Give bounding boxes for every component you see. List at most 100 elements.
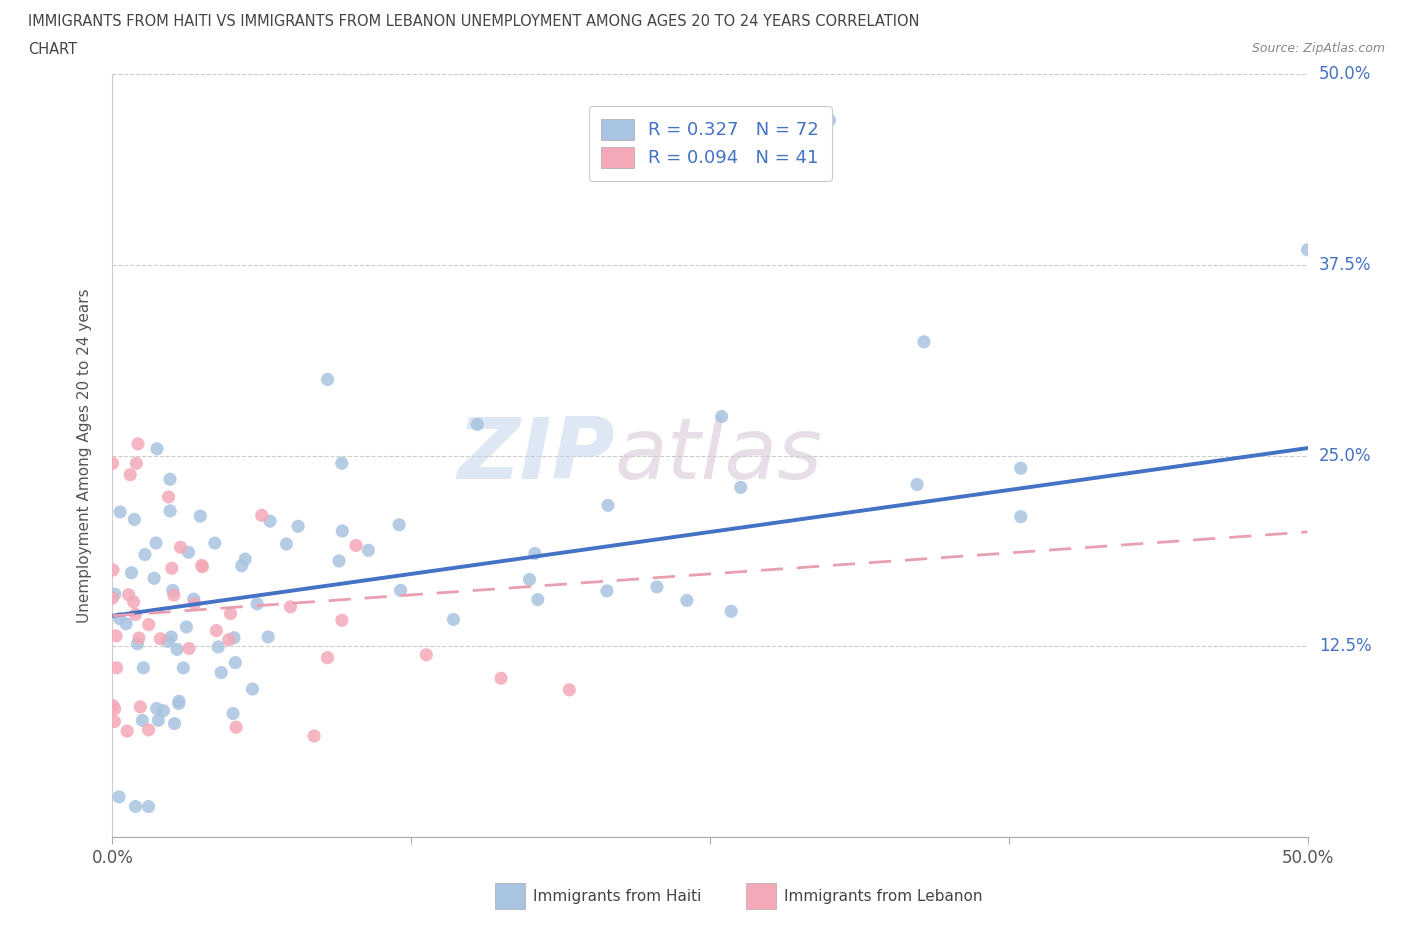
Point	[443, 612, 465, 627]
Point	[1010, 510, 1032, 525]
Point	[388, 517, 411, 532]
Point	[132, 660, 155, 675]
Point	[316, 372, 339, 387]
Point	[1296, 243, 1319, 258]
Point	[330, 456, 353, 471]
Point	[467, 417, 489, 432]
Point	[129, 699, 152, 714]
Point	[676, 593, 699, 608]
Point	[115, 617, 138, 631]
Point	[596, 498, 619, 512]
Point	[149, 631, 172, 646]
Point	[101, 591, 124, 605]
Legend: R = 0.327   N = 72, R = 0.094   N = 41: R = 0.327 N = 72, R = 0.094 N = 41	[589, 106, 831, 180]
Point	[720, 604, 742, 618]
Point	[143, 571, 166, 586]
Point	[818, 113, 841, 127]
Text: Source: ZipAtlas.com: Source: ZipAtlas.com	[1251, 42, 1385, 55]
Point	[222, 631, 245, 645]
Point	[302, 728, 325, 743]
Point	[120, 467, 142, 482]
Point	[526, 592, 548, 607]
Point	[188, 509, 211, 524]
Point	[489, 671, 512, 685]
Point	[415, 647, 437, 662]
Point	[523, 546, 546, 561]
Point	[209, 665, 232, 680]
Point	[710, 409, 733, 424]
Point	[1010, 460, 1032, 475]
Point	[157, 489, 180, 504]
Point	[224, 656, 246, 671]
Point	[105, 660, 128, 675]
Point	[259, 513, 281, 528]
Point	[912, 335, 935, 350]
Point	[152, 703, 174, 718]
Point	[183, 591, 205, 606]
Point	[169, 539, 191, 554]
Point	[204, 536, 226, 551]
Point	[131, 713, 153, 728]
Point	[108, 790, 131, 804]
Point	[596, 583, 619, 598]
Point	[138, 723, 160, 737]
Point	[328, 553, 350, 568]
Point	[191, 559, 214, 574]
Point	[176, 619, 198, 634]
Point	[128, 631, 150, 645]
FancyBboxPatch shape	[747, 883, 776, 910]
Text: ZIP: ZIP	[457, 414, 614, 498]
Text: 50.0%: 50.0%	[1319, 65, 1371, 84]
Point	[162, 583, 184, 598]
Point	[231, 558, 253, 573]
Point	[177, 641, 200, 656]
Point	[101, 456, 124, 471]
Point	[108, 611, 131, 626]
Point	[558, 683, 581, 698]
FancyBboxPatch shape	[495, 883, 524, 910]
Text: Immigrants from Haiti: Immigrants from Haiti	[533, 889, 702, 904]
Point	[905, 477, 928, 492]
Point	[172, 660, 194, 675]
Text: 12.5%: 12.5%	[1319, 637, 1371, 656]
Text: 25.0%: 25.0%	[1319, 446, 1371, 465]
Point	[104, 701, 127, 716]
Point	[219, 606, 242, 621]
Point	[160, 561, 183, 576]
Point	[163, 716, 186, 731]
Y-axis label: Unemployment Among Ages 20 to 24 years: Unemployment Among Ages 20 to 24 years	[77, 288, 91, 623]
Point	[242, 682, 264, 697]
Point	[160, 630, 183, 644]
Point	[250, 508, 273, 523]
Point	[246, 596, 269, 611]
Point	[519, 572, 541, 587]
Text: Immigrants from Lebanon: Immigrants from Lebanon	[785, 889, 983, 904]
Point	[344, 538, 367, 553]
Point	[122, 594, 145, 609]
Point	[222, 706, 245, 721]
Point	[134, 547, 156, 562]
Point	[276, 537, 298, 551]
Point	[146, 442, 169, 457]
Point	[205, 623, 228, 638]
Point	[166, 642, 188, 657]
Point	[730, 480, 752, 495]
Point	[330, 613, 353, 628]
Point	[124, 512, 146, 527]
Point	[207, 640, 229, 655]
Text: atlas: atlas	[614, 414, 823, 498]
Point	[287, 519, 309, 534]
Point	[177, 545, 200, 560]
Point	[138, 799, 160, 814]
Point	[127, 636, 149, 651]
Point	[108, 504, 131, 519]
Point	[124, 607, 146, 622]
Point	[145, 536, 167, 551]
Text: CHART: CHART	[28, 42, 77, 57]
Point	[316, 650, 339, 665]
Point	[225, 720, 247, 735]
Point	[156, 634, 179, 649]
Point	[167, 694, 190, 709]
Point	[127, 436, 149, 451]
Point	[163, 588, 186, 603]
